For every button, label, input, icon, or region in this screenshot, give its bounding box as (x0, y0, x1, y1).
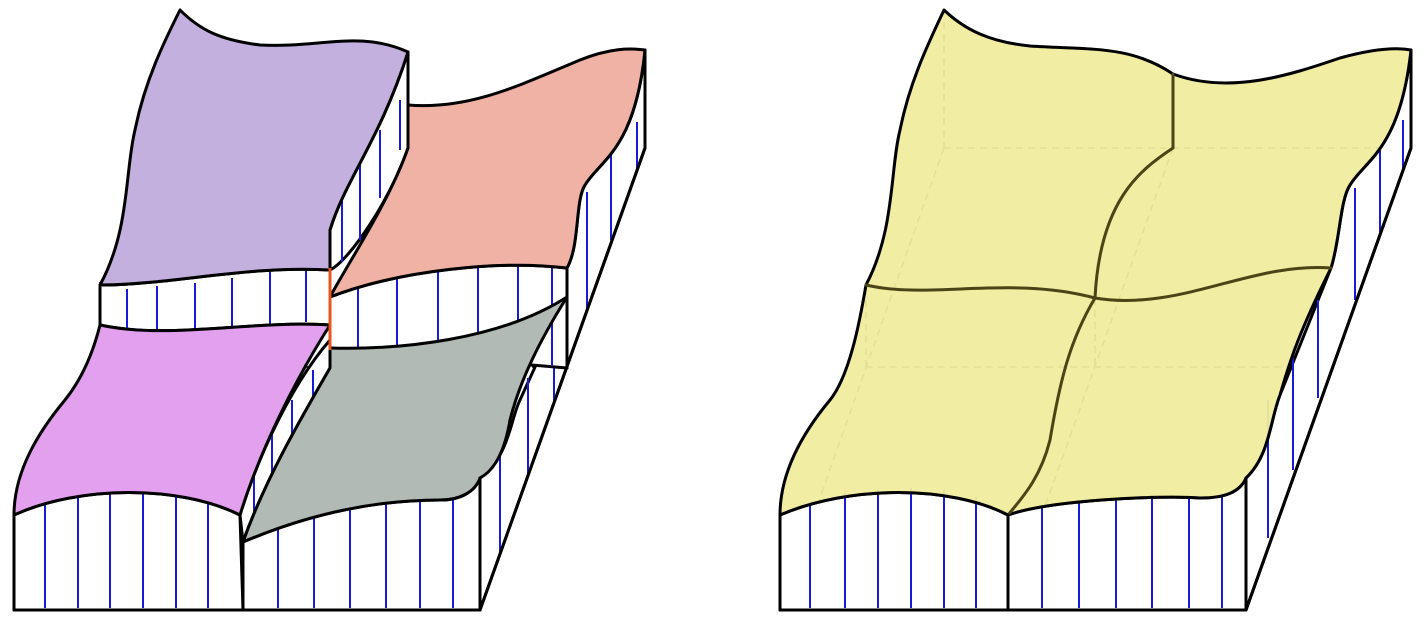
right-front-wall-hatching (809, 488, 1223, 608)
patch-bottom-left (12, 322, 332, 517)
right-visible-edges (778, 48, 1413, 612)
left-visible-edges (12, 48, 647, 612)
left-middle-strip-left-hatching (126, 270, 307, 334)
left-front-wall-left-hatching (44, 487, 209, 608)
seam-vertical (1006, 72, 1175, 517)
joined-surface (778, 8, 1413, 517)
left-front-wall-right-hatching (277, 498, 454, 608)
right-panel (778, 8, 1413, 612)
right-right-wall-hatching (1267, 120, 1404, 538)
left-inner-wall-top-hatching (341, 100, 401, 262)
right-seams (864, 72, 1333, 517)
left-panel (12, 8, 647, 612)
